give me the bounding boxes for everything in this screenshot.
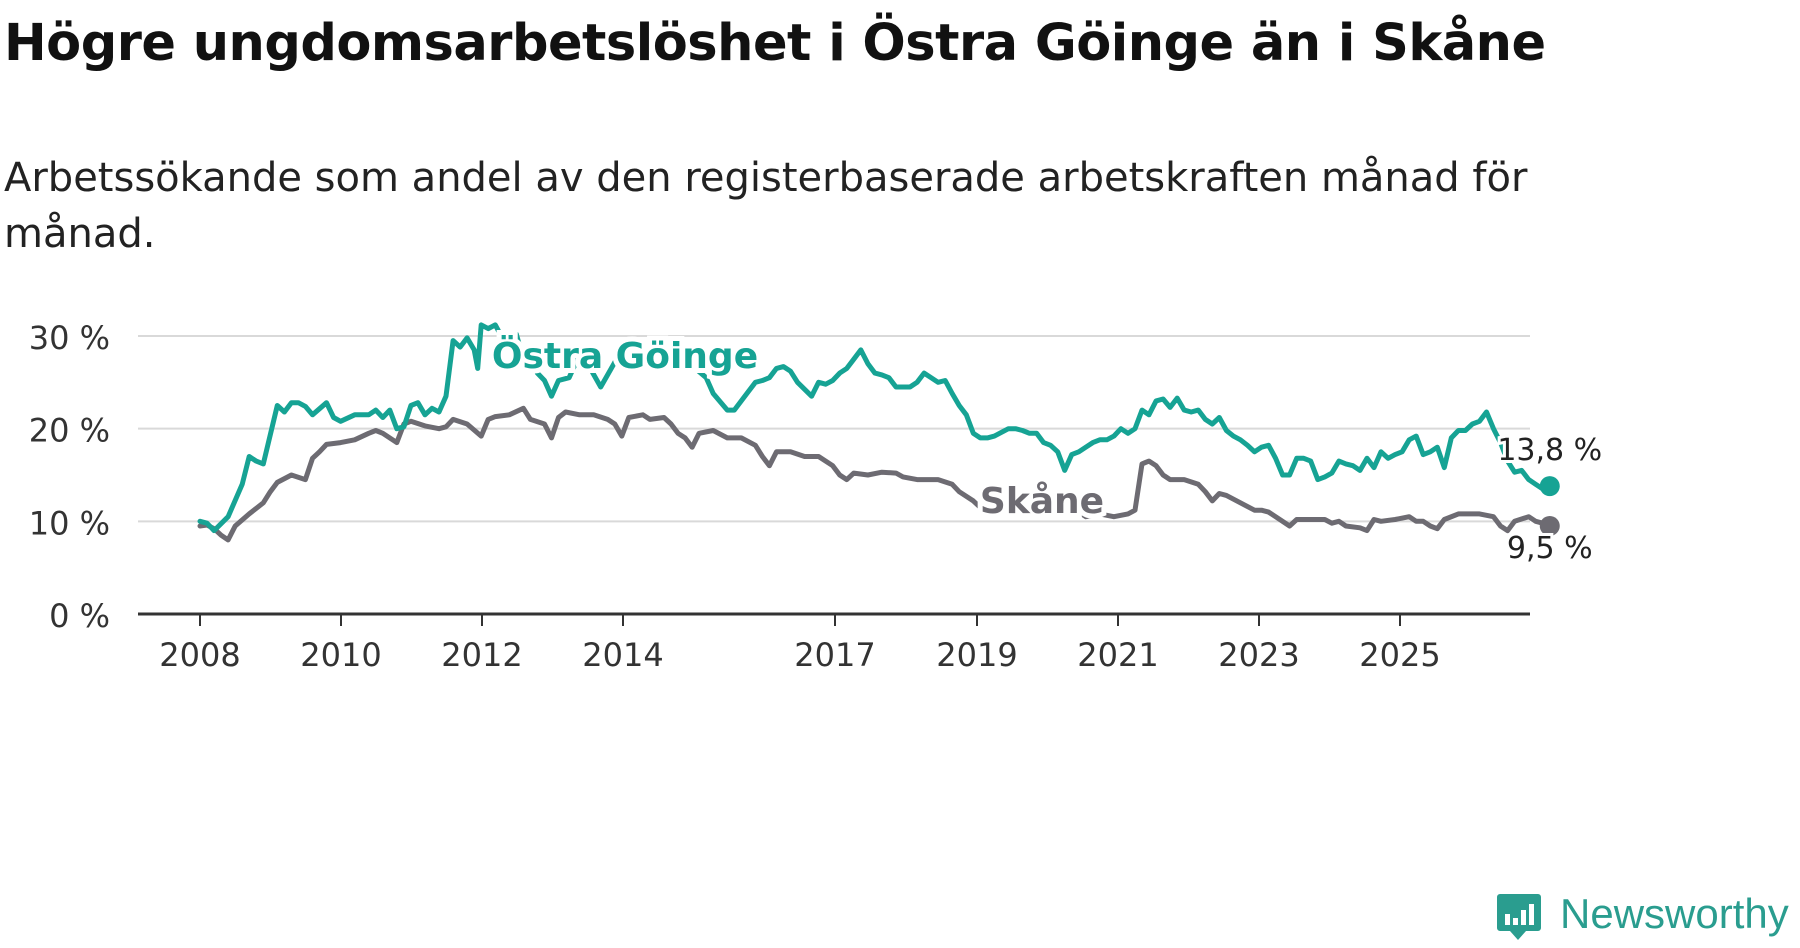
x-tick-label: 2010 bbox=[300, 636, 381, 674]
end-label-skane: 9,5 % bbox=[1507, 531, 1593, 566]
x-tick-label: 2017 bbox=[794, 636, 875, 674]
y-tick-label: 10 % bbox=[29, 504, 110, 542]
y-tick-label: 20 % bbox=[29, 412, 110, 450]
x-tick-label: 2012 bbox=[441, 636, 522, 674]
brand-name: Newsworthy bbox=[1560, 890, 1789, 937]
end-dot-skane bbox=[1539, 515, 1560, 536]
x-tick-label: 2019 bbox=[936, 636, 1017, 674]
chart-title: Högre ungdomsarbetslöshet i Östra Göinge… bbox=[4, 14, 1546, 73]
series-label-ostra-goinge: Östra Göinge bbox=[492, 335, 758, 377]
x-tick-label: 2023 bbox=[1218, 636, 1299, 674]
ostra-goinge-line bbox=[197, 322, 1553, 534]
x-tick-label: 2008 bbox=[159, 636, 240, 674]
newsworthy-logo[interactable]: Newsworthy bbox=[1496, 890, 1796, 942]
newsworthy-logo-icon bbox=[1497, 894, 1541, 940]
series-label-skane: Skåne bbox=[980, 481, 1104, 522]
x-tick-label: 2014 bbox=[582, 636, 663, 674]
end-label-ostra-goinge: 13,8 % bbox=[1497, 433, 1602, 468]
end-dot-ostra-goinge bbox=[1539, 476, 1560, 497]
y-tick-label: 0 % bbox=[49, 597, 110, 635]
x-tick-label: 2025 bbox=[1359, 636, 1440, 674]
y-tick-label: 30 % bbox=[29, 319, 110, 357]
skane-line bbox=[197, 405, 1553, 543]
chart-subtitle: Arbetssökande som andel av den registerb… bbox=[4, 155, 1528, 257]
x-tick-label: 2021 bbox=[1077, 636, 1158, 674]
